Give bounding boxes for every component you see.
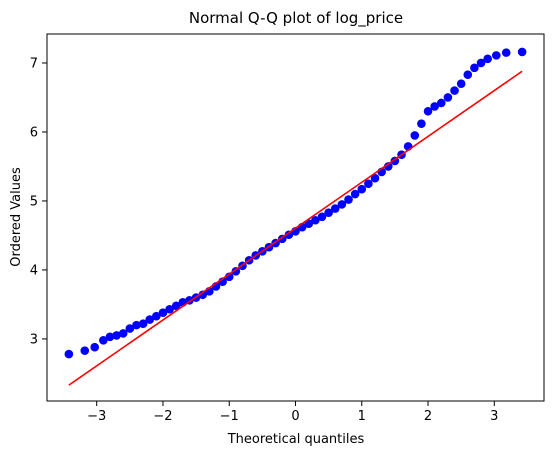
data-point — [370, 173, 380, 183]
data-point — [423, 106, 433, 116]
x-tick-label: 3 — [490, 409, 498, 424]
fit-line — [68, 70, 523, 386]
data-point — [125, 324, 135, 333]
data-point — [450, 86, 459, 95]
data-point — [317, 212, 327, 222]
data-point — [90, 342, 100, 352]
y-tick-label: 5 — [30, 194, 38, 209]
data-point — [132, 320, 141, 330]
data-point — [337, 200, 347, 209]
x-tick-label: 0 — [291, 409, 299, 424]
y-tick-label: 7 — [30, 56, 38, 71]
data-point — [436, 98, 446, 108]
data-point — [470, 63, 479, 73]
x-tick-label: −2 — [153, 409, 172, 424]
data-point — [501, 48, 511, 57]
x-tick-label: 2 — [424, 409, 432, 424]
fit-line-layer — [68, 70, 523, 386]
data-point — [410, 131, 420, 140]
x-ticks: −3 −2 −1 0 1 2 3 — [87, 401, 498, 424]
x-tick-label: −3 — [87, 409, 106, 424]
data-point — [105, 332, 115, 342]
data-point — [344, 195, 353, 204]
data-point — [165, 304, 174, 314]
data-point — [456, 79, 466, 88]
chart-title: Normal Q-Q plot of log_price — [189, 9, 403, 28]
x-tick-label: 1 — [358, 409, 366, 424]
data-point — [483, 54, 492, 64]
data-point — [138, 319, 148, 329]
data-point — [443, 93, 453, 102]
plot-area: −3 −2 −1 0 1 2 3 3 4 5 6 7 — [30, 33, 545, 424]
data-point — [517, 47, 527, 57]
data-point — [231, 267, 241, 276]
y-ticks: 3 4 5 6 7 — [30, 56, 47, 347]
y-tick-label: 6 — [30, 125, 38, 140]
data-point — [350, 189, 360, 199]
data-point — [145, 315, 155, 324]
data-point — [80, 346, 90, 355]
data-point — [463, 70, 473, 80]
data-point — [152, 311, 161, 321]
data-point — [64, 349, 74, 359]
data-point — [118, 329, 128, 338]
y-tick-label: 4 — [30, 263, 38, 278]
y-axis-label: Ordered Values — [9, 167, 24, 267]
data-point — [284, 230, 294, 240]
data-point — [112, 331, 121, 340]
x-axis-label: Theoretical quantiles — [227, 432, 365, 447]
data-point — [171, 301, 181, 311]
x-tick-label: −1 — [220, 409, 239, 424]
data-point — [417, 119, 426, 128]
data-point — [357, 184, 367, 194]
data-point — [324, 208, 333, 217]
data-point — [198, 290, 208, 300]
data-point — [330, 204, 340, 213]
data-point — [158, 308, 168, 317]
data-point — [430, 102, 439, 111]
data-point — [383, 162, 393, 171]
data-point — [476, 58, 486, 68]
data-point — [311, 215, 320, 225]
data-point — [304, 219, 314, 229]
data-point — [491, 51, 501, 60]
y-tick-label: 3 — [30, 332, 38, 347]
data-point — [99, 335, 108, 345]
data-point — [364, 179, 373, 188]
points-layer — [64, 47, 527, 359]
